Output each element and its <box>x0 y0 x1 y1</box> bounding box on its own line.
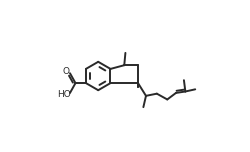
Text: O: O <box>62 67 70 76</box>
Text: HO: HO <box>58 90 71 99</box>
